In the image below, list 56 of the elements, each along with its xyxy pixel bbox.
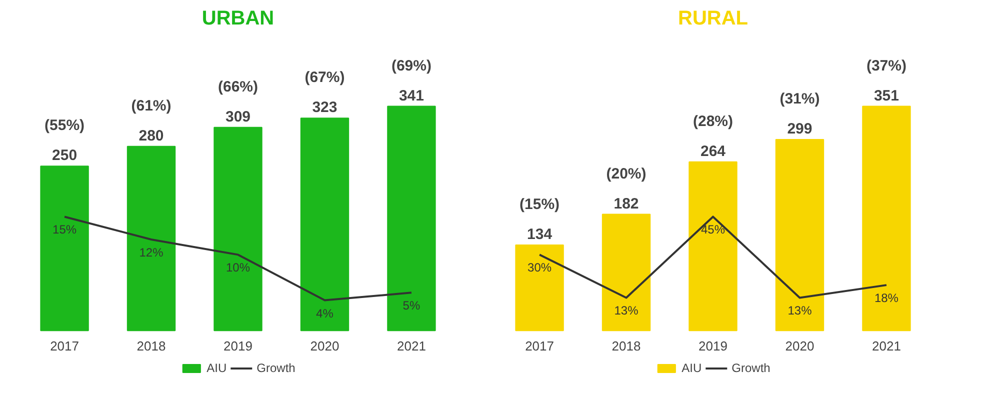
data-label: 134 <box>527 226 553 243</box>
data-label: 10% <box>226 260 250 275</box>
data-label: 18% <box>874 291 899 306</box>
data-label: 45% <box>700 222 726 237</box>
bar <box>300 118 350 332</box>
x-tick-label: 2018 <box>612 338 641 354</box>
legend-label: Growth <box>732 361 770 375</box>
x-tick-label: 2017 <box>525 338 554 354</box>
data-label: 13% <box>788 304 812 318</box>
data-label: 182 <box>614 195 639 212</box>
data-label: 30% <box>528 260 552 275</box>
annotation: (28%) <box>692 112 734 130</box>
x-tick-label: 2017 <box>50 338 79 354</box>
legend-label: AIU <box>682 361 702 375</box>
x-tick-label: 2018 <box>136 338 166 354</box>
data-label: 341 <box>398 87 424 104</box>
x-tick-label: 2021 <box>872 338 901 354</box>
x-tick-label: 2019 <box>224 338 252 354</box>
data-label: 250 <box>52 147 78 164</box>
legend-label: AIU <box>206 361 227 375</box>
bar <box>862 106 911 332</box>
data-label: 280 <box>138 127 164 144</box>
data-label: 351 <box>874 87 899 104</box>
bar <box>214 126 262 332</box>
bar <box>688 161 738 332</box>
data-label: 309 <box>225 108 251 126</box>
annotation: (37%) <box>866 57 906 74</box>
bar <box>40 166 89 332</box>
data-label: 4% <box>316 306 334 320</box>
x-tick-label: 2020 <box>310 338 340 354</box>
legend-label: Growth <box>256 361 296 375</box>
data-label: 13% <box>614 304 639 318</box>
annotation: (69%) <box>391 57 432 74</box>
chart-title: URBAN <box>202 8 274 30</box>
bar <box>515 244 564 332</box>
x-tick-label: 2021 <box>397 338 426 354</box>
data-label: 264 <box>700 142 726 160</box>
annotation: (20%) <box>606 165 646 182</box>
bar <box>387 106 436 332</box>
annotation: (67%) <box>304 69 345 86</box>
bar <box>126 146 176 332</box>
annotation: (31%) <box>780 90 820 108</box>
annotation: (15%) <box>520 196 560 213</box>
x-tick-label: 2020 <box>785 338 814 354</box>
annotation: (55%) <box>44 117 85 134</box>
data-label: 299 <box>787 120 812 138</box>
data-label: 5% <box>402 298 420 313</box>
bar <box>775 139 824 332</box>
x-tick-label: 2019 <box>698 338 728 354</box>
bar <box>602 214 651 332</box>
data-label: 323 <box>312 99 338 116</box>
annotation: (61%) <box>131 97 172 114</box>
chart-title: RURAL <box>678 8 748 30</box>
data-label: 15% <box>52 222 77 237</box>
data-label: 12% <box>139 246 164 260</box>
annotation: (66%) <box>218 78 258 96</box>
